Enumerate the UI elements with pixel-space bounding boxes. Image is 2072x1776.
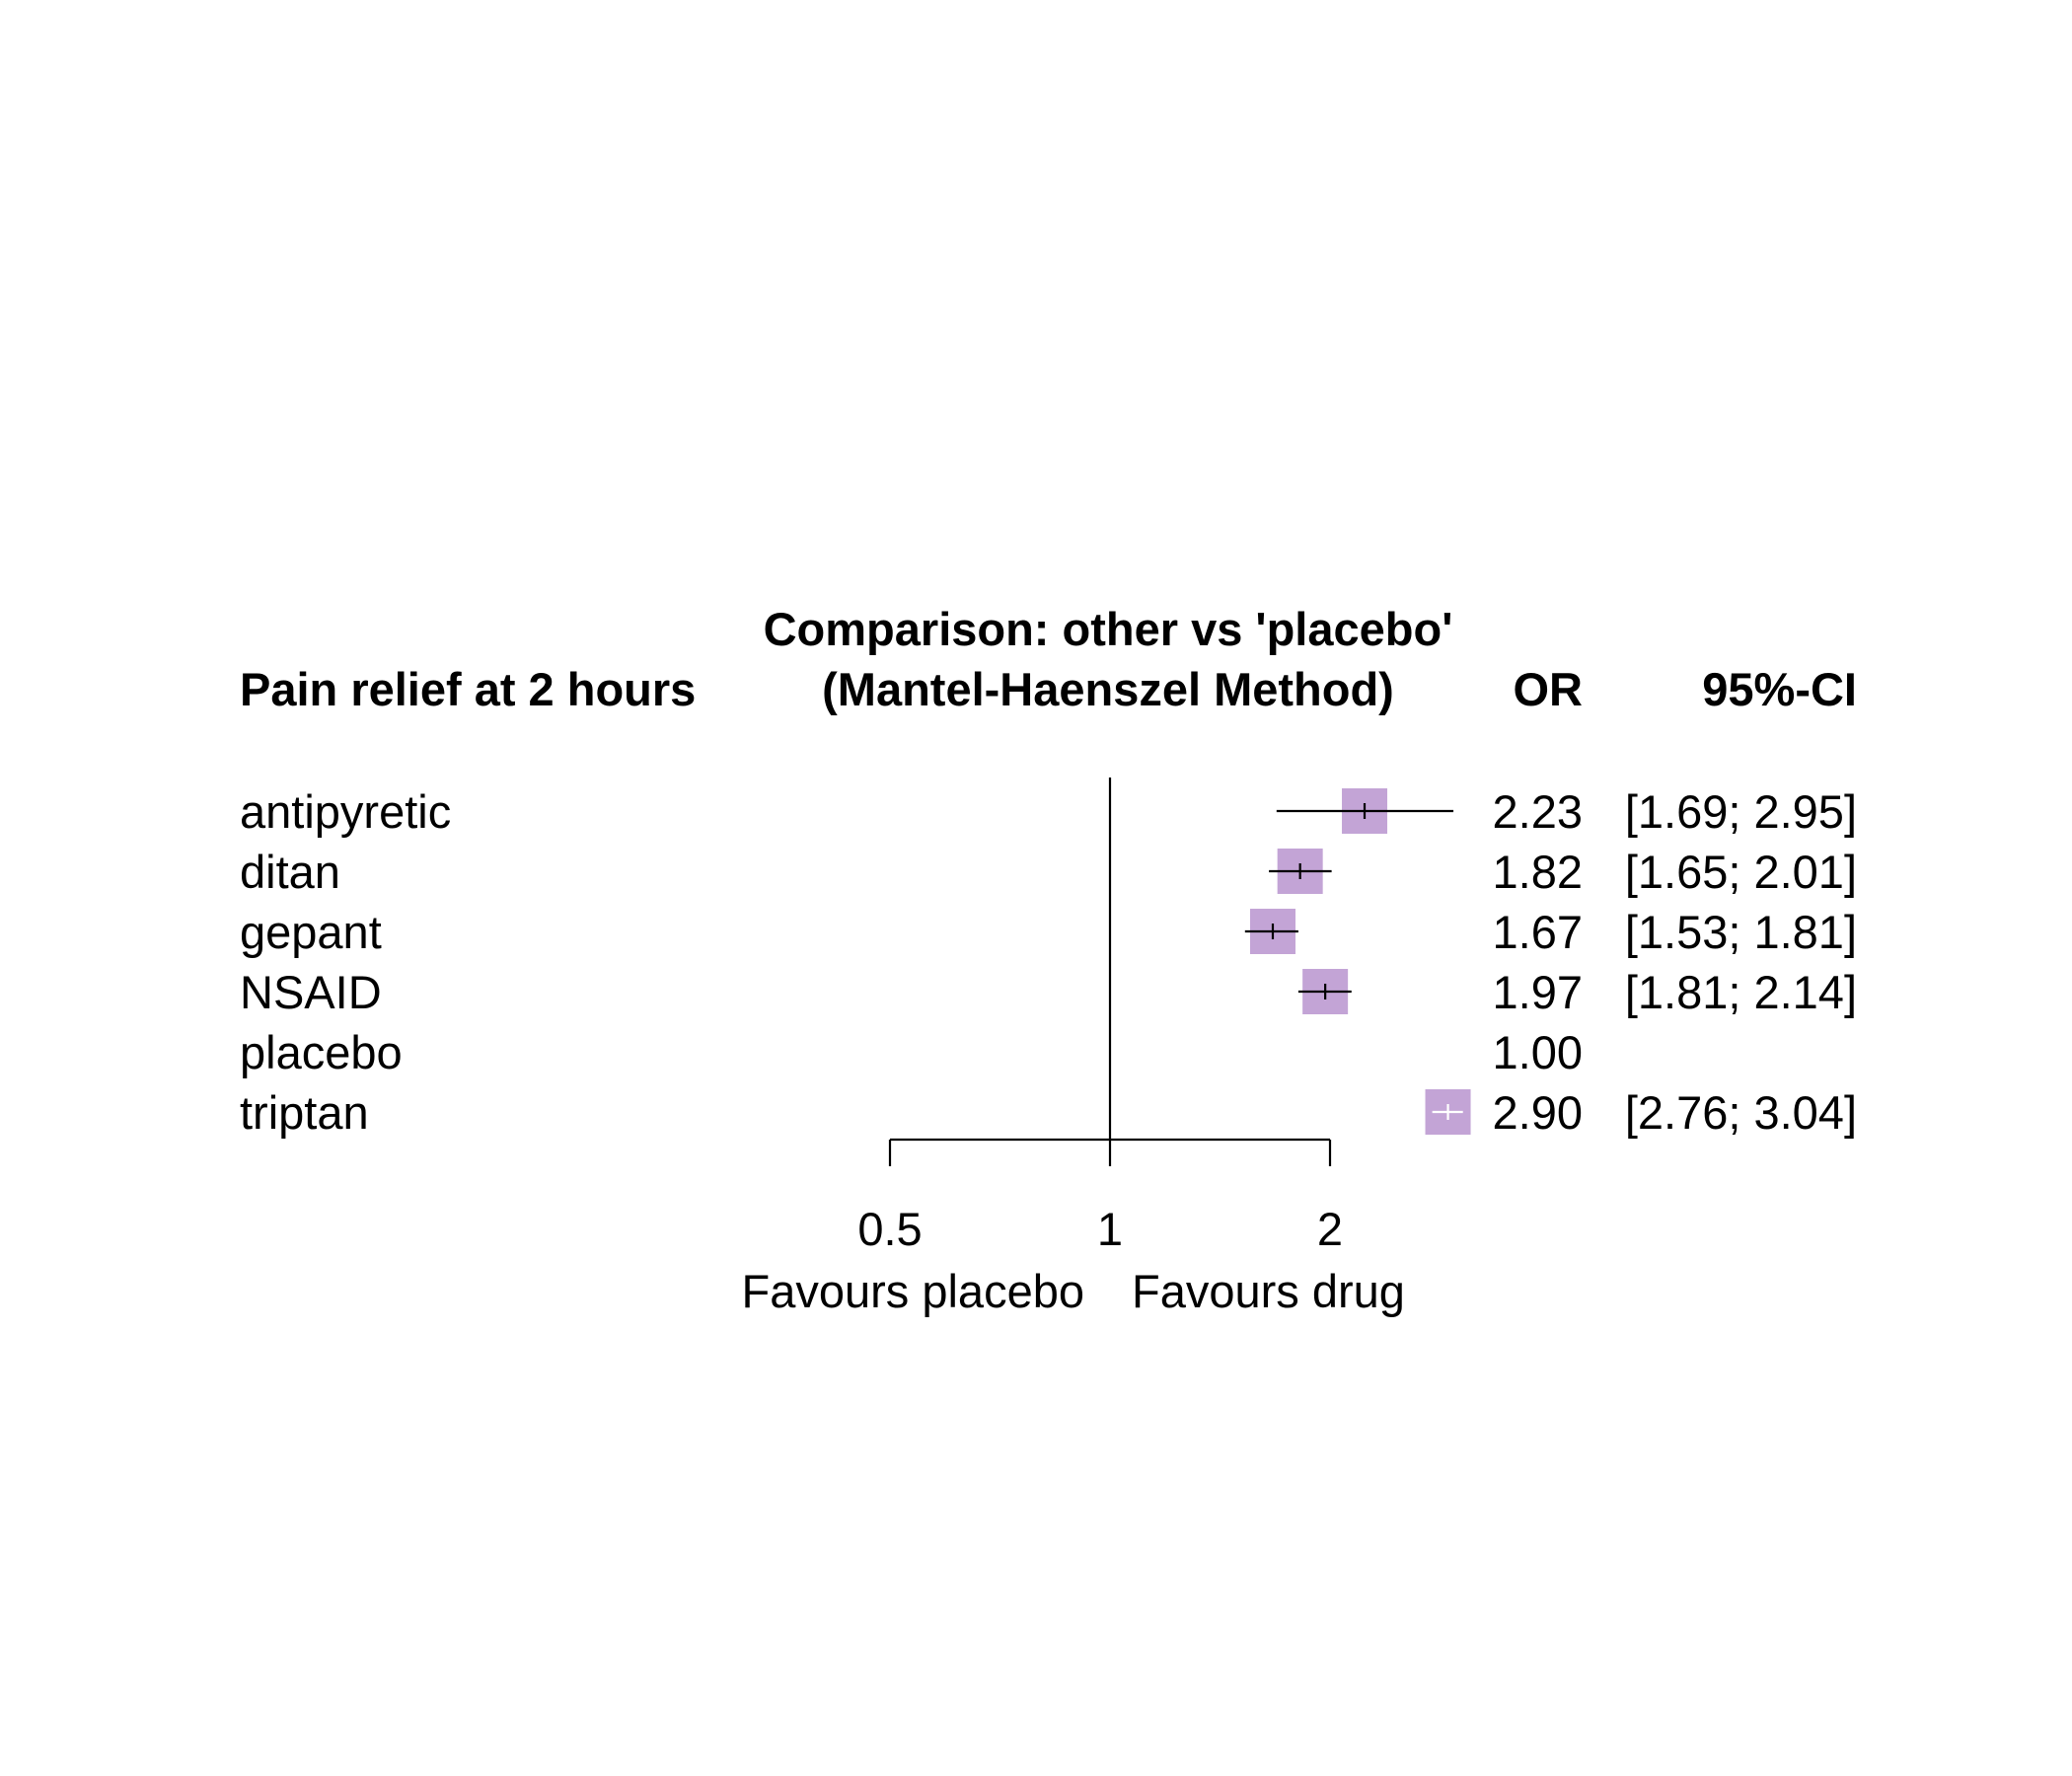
ci-value: [1.65; 2.01] [1625,846,1857,898]
x-tick-label: 1 [1097,1203,1123,1255]
ci-value: [1.53; 1.81] [1625,906,1857,958]
study-label: ditan [240,846,340,898]
or-value: 2.23 [1493,785,1583,838]
ci-value: [2.76; 3.04] [1625,1086,1857,1139]
x-tick-label: 2 [1317,1203,1343,1255]
or-value: 1.97 [1493,966,1583,1018]
study-label: antipyretic [240,785,451,838]
or-value: 1.67 [1493,906,1583,958]
column-header: Pain relief at 2 hours [240,663,696,715]
ci-header: 95%-CI [1702,663,1857,715]
favours-left-label: Favours placebo [742,1265,1084,1317]
study-label: placebo [240,1026,403,1078]
title-line-1: Comparison: other vs 'placebo' [764,603,1453,655]
favours-right-label: Favours drug [1132,1265,1405,1317]
x-tick-label: 0.5 [857,1203,922,1255]
or-value: 1.00 [1493,1026,1583,1078]
or-value: 2.90 [1493,1086,1583,1139]
ci-value: [1.81; 2.14] [1625,966,1857,1018]
ci-value: [1.69; 2.95] [1625,785,1857,838]
study-label: NSAID [240,966,382,1018]
or-value: 1.82 [1493,846,1583,898]
title-line-2: (Mantel-Haenszel Method) [822,663,1394,715]
plot-layer: 0.5 1 2 antipyretic 2.23 [1.69; 2.95] ditan 1.8… [240,777,1857,1255]
study-label: gepant [240,906,382,958]
study-label: triptan [240,1086,369,1139]
or-header: OR [1514,663,1584,715]
